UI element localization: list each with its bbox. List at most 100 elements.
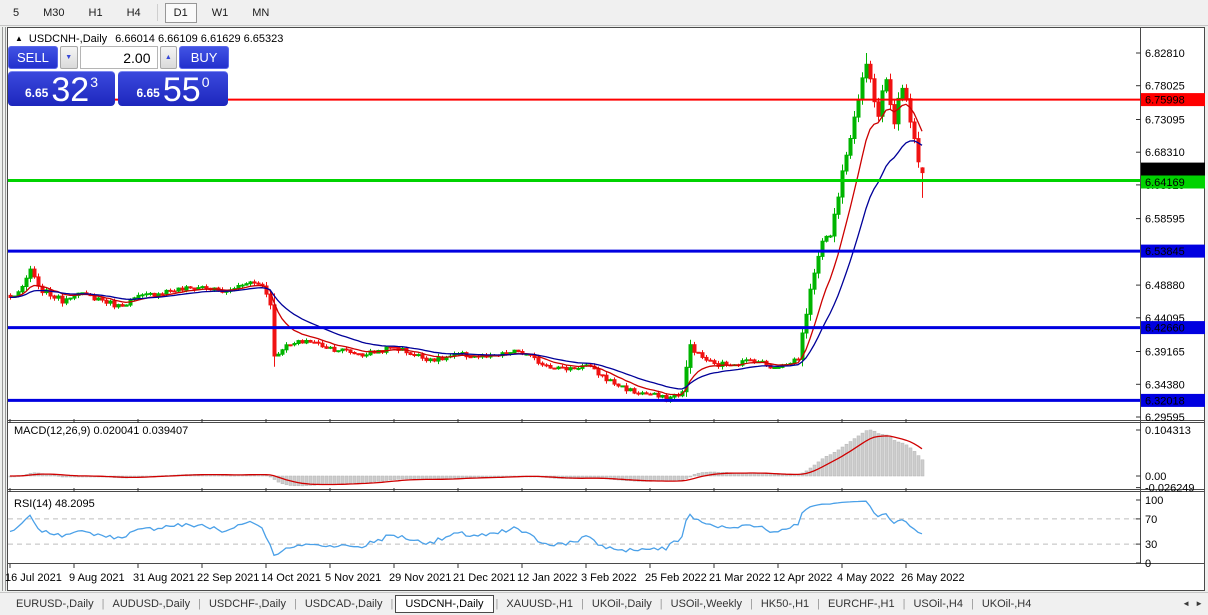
timeframe-button-h1[interactable]: H1 (88, 6, 103, 19)
svg-text:12 Apr 2022: 12 Apr 2022 (773, 572, 832, 584)
buy-price-prefix: 6.65 (136, 86, 160, 100)
tab-usdchf-daily[interactable]: USDCHF-,Daily (208, 598, 286, 610)
svg-text:0: 0 (1145, 558, 1151, 570)
tab-separator: | (659, 598, 663, 610)
svg-text:21 Dec 2021: 21 Dec 2021 (453, 572, 515, 584)
chart-symbol-period: USDCNH-,Daily (28, 33, 108, 45)
sell-button[interactable]: SELL (8, 46, 58, 69)
svg-text:MACD(12,26,9) 0.020041 0.03940: MACD(12,26,9) 0.020041 0.039407 (14, 425, 188, 437)
date-axis: 16 Jul 2021 9 Aug 2021 31 Aug 2021 22 Sep 2… (5, 419, 965, 584)
tab-separator: | (581, 598, 584, 610)
volume-decrease-button[interactable]: ▼ (59, 46, 78, 69)
sell-price-display[interactable]: 6.65 32 3 (8, 71, 115, 107)
chart-title: ▲ USDCNH-,Daily 6.66014 6.66109 6.61629 6.… (15, 33, 283, 45)
svg-text:6.48880: 6.48880 (1145, 280, 1185, 292)
tab-xauusd-h1[interactable]: XAUUSD-,H1 (506, 598, 574, 610)
chart-ohlc-values: 6.66014 6.66109 6.61629 6.65323 (115, 33, 284, 45)
tab-separator: | (495, 598, 499, 610)
svg-text:31 Aug 2021: 31 Aug 2021 (133, 572, 195, 584)
svg-text:12 Jan 2022: 12 Jan 2022 (517, 572, 578, 584)
macd-signal-line (10, 435, 923, 486)
panel-frames (2, 27, 1205, 591)
svg-text:6.34380: 6.34380 (1145, 379, 1185, 391)
svg-text:RSI(14) 48.2095: RSI(14) 48.2095 (14, 498, 95, 510)
tab-hk50-h1[interactable]: HK50-,H1 (760, 598, 810, 610)
buy-button[interactable]: BUY (179, 46, 229, 69)
svg-text:16 Jul 2021: 16 Jul 2021 (5, 572, 62, 584)
tab-separator: | (970, 598, 974, 610)
tabbar-scroll: ◄ ► (1177, 599, 1203, 608)
svg-text:5 Nov 2021: 5 Nov 2021 (325, 572, 381, 584)
svg-text:30: 30 (1145, 539, 1157, 551)
timeframe-button-h4[interactable]: H4 (126, 6, 141, 19)
svg-text:6.29595: 6.29595 (1145, 412, 1185, 424)
timeframe-toolbar: 5 M30 H1 H4 D1 W1 MN (0, 0, 1208, 26)
svg-text:26 May 2022: 26 May 2022 (901, 572, 965, 584)
svg-text:4 May 2022: 4 May 2022 (837, 572, 894, 584)
timeframe-button-mn[interactable]: MN (252, 6, 270, 19)
svg-text:6.39165: 6.39165 (1145, 347, 1185, 359)
spin-down-icon: ▼ (65, 54, 73, 61)
svg-text:6.42660: 6.42660 (1145, 323, 1185, 335)
toolbar-separator (156, 4, 158, 21)
timeframe-button-w1[interactable]: W1 (211, 6, 229, 19)
svg-text:25 Feb 2022: 25 Feb 2022 (645, 572, 707, 584)
ma-slow-line (9, 140, 923, 390)
buy-price-sup: 0 (201, 74, 210, 90)
tab-separator: | (390, 598, 394, 610)
tab-usdcnh-daily[interactable]: USDCNH-,Daily (395, 595, 494, 613)
tab-usoil-h4[interactable]: USOil-,H4 (913, 598, 963, 610)
tab-audusd-daily[interactable]: AUDUSD-,Daily (112, 598, 191, 610)
tabs-scroll-right-icon[interactable]: ► (1195, 599, 1203, 608)
svg-text:22 Sep 2021: 22 Sep 2021 (197, 572, 259, 584)
trade-panel-controls: SELL ▼ ▲ BUY (8, 46, 229, 69)
tab-usoil-weekly[interactable]: USOil-,Weekly (670, 598, 742, 610)
tab-separator: | (293, 598, 297, 610)
volume-input[interactable] (79, 46, 158, 69)
tab-ukoil-daily[interactable]: UKOil-,Daily (591, 598, 652, 610)
timeframe-button-d1[interactable]: D1 (164, 2, 197, 23)
volume-increase-button[interactable]: ▲ (159, 46, 178, 69)
tab-eurusd-daily[interactable]: EURUSD-,Daily (16, 598, 94, 610)
rsi-label: RSI(14) 48.2095 (14, 498, 95, 510)
svg-text:0.00: 0.00 (1145, 471, 1166, 483)
svg-text:6.58595: 6.58595 (1145, 214, 1185, 226)
svg-text:6.65323: 6.65323 (1145, 164, 1185, 176)
tabbar-tabs: EURUSD-,Daily | AUDUSD-,Daily | USDCHF-,Dail… (0, 595, 1037, 613)
spin-up-icon: ▲ (164, 54, 172, 61)
svg-text:6.82810: 6.82810 (1145, 48, 1185, 60)
svg-text:6.75998: 6.75998 (1145, 95, 1185, 107)
svg-text:14 Oct 2021: 14 Oct 2021 (261, 572, 321, 584)
ma-fast-line (9, 103, 923, 396)
svg-text:70: 70 (1145, 514, 1157, 526)
svg-text:21 Mar 2022: 21 Mar 2022 (709, 572, 771, 584)
svg-text:6.64169: 6.64169 (1145, 177, 1185, 189)
price-axis: 6.828106.780256.730956.683106.635256.585… (1136, 48, 1205, 424)
svg-text:0.104313: 0.104313 (1145, 425, 1191, 437)
buy-price-display[interactable]: 6.65 55 0 (118, 71, 228, 107)
collapse-arrow-icon[interactable]: ▲ (15, 34, 23, 43)
macd-label: MACD(12,26,9) 0.020041 0.039407 (14, 425, 188, 437)
tabs-scroll-left-icon[interactable]: ◄ (1182, 599, 1191, 608)
svg-text:6.32018: 6.32018 (1145, 395, 1185, 407)
timeframe-button-5[interactable]: 5 (13, 6, 20, 19)
trade-panel-prices: 6.65 32 3 6.65 55 0 (8, 71, 229, 107)
tab-separator: | (902, 598, 906, 610)
sell-price-prefix: 6.65 (25, 86, 49, 100)
rsi-line (9, 500, 923, 557)
tab-usdcad-daily[interactable]: USDCAD-,Daily (304, 598, 383, 610)
svg-text:6.53845: 6.53845 (1145, 246, 1185, 258)
tab-separator: | (749, 598, 753, 610)
macd-histogram (8, 429, 925, 487)
tab-separator: | (101, 598, 105, 610)
svg-text:29 Nov 2021: 29 Nov 2021 (389, 572, 451, 584)
svg-text:6.73095: 6.73095 (1145, 115, 1185, 127)
svg-text:6.68310: 6.68310 (1145, 147, 1185, 159)
tab-eurchf-h1[interactable]: EURCHF-,H1 (827, 598, 895, 610)
tab-ukoil-h4[interactable]: UKOil-,H4 (981, 598, 1032, 610)
timeframe-button-m30[interactable]: M30 (43, 6, 65, 19)
chart-tabbar: EURUSD-,Daily | AUDUSD-,Daily | USDCHF-,Dail… (0, 592, 1208, 615)
